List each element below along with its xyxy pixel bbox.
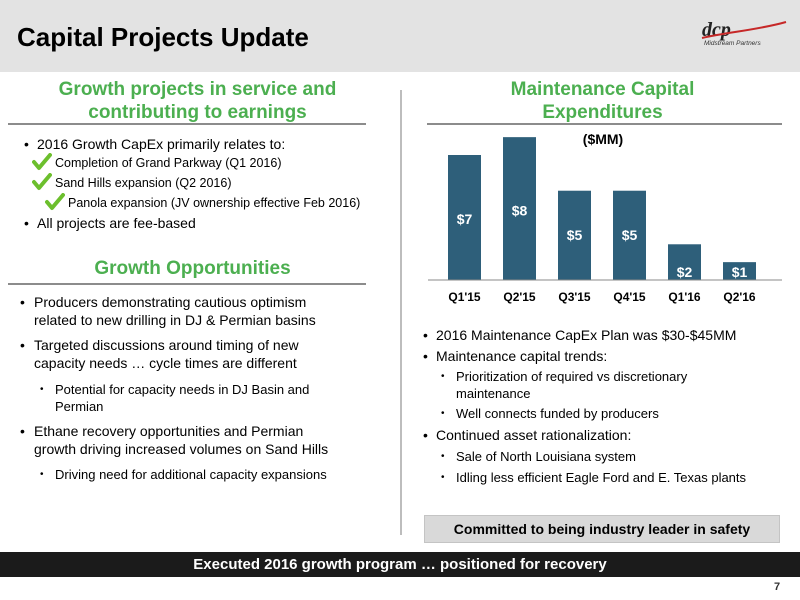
chart-bar xyxy=(613,190,646,280)
opportunity-bullet: • Producers demonstrating cautious optim… xyxy=(20,294,316,328)
column-divider xyxy=(400,90,402,535)
growth-heading-line-1: Growth projects in service and xyxy=(58,79,337,100)
growth-capex-bullet: • 2016 Growth CapEx primarily relates to: xyxy=(24,136,286,152)
chart-tick-label: Q1'16 xyxy=(668,290,701,304)
opportunity-bullet: • Targeted discussions around timing of … xyxy=(20,337,299,371)
chart-bar xyxy=(503,137,536,280)
footer-banner: Executed 2016 growth program … positione… xyxy=(0,552,800,577)
opportunity-sub-bullet: • Potential for capacity needs in DJ Bas… xyxy=(40,382,310,414)
chart-title: ($MM) xyxy=(583,131,623,147)
checkmark-icon xyxy=(45,193,65,210)
growth-projects-heading: Growth projects in service and contribut… xyxy=(10,78,385,124)
chart-bar xyxy=(668,244,701,280)
logo-swoosh-icon xyxy=(701,21,787,39)
chart-bar xyxy=(448,155,481,280)
growth-opportunities-heading: Growth Opportunities xyxy=(94,258,291,279)
safety-callout: Committed to being industry leader in sa… xyxy=(424,515,780,543)
maintenance-sub-bullet: • Well connects funded by producers xyxy=(441,406,659,421)
maintenance-bullet: • 2016 Maintenance CapEx Plan was $30-$45… xyxy=(423,327,737,343)
fee-based-bullet: • All projects are fee-based xyxy=(24,215,196,231)
chart-bar xyxy=(723,262,756,280)
checkmark-icon xyxy=(32,173,52,190)
maintenance-sub-bullet: • Sale of North Louisiana system xyxy=(441,449,636,464)
logo-subtitle: Midstream Partners xyxy=(704,40,761,47)
chart-data-label: $5 xyxy=(567,227,583,243)
chart-data-label: $7 xyxy=(457,211,473,227)
maintenance-bullet: • Maintenance capital trends: xyxy=(423,348,608,364)
page-title: Capital Projects Update xyxy=(17,22,309,52)
opportunity-bullet: • Ethane recovery opportunities and Perm… xyxy=(20,423,329,457)
opportunities-heading-rule xyxy=(8,283,366,285)
growth-heading-rule xyxy=(8,123,366,125)
chart-tick-label: Q2'15 xyxy=(503,290,536,304)
chart-data-label: $1 xyxy=(732,264,748,280)
growth-heading-line-2: contributing to earnings xyxy=(88,102,307,123)
checked-item: Completion of Grand Parkway (Q1 2016) xyxy=(55,156,282,170)
chart-tick-label: Q4'15 xyxy=(613,290,646,304)
maintenance-heading-line-1: Maintenance Capital xyxy=(510,79,695,100)
maintenance-sub-bullet: • Prioritization of required vs discreti… xyxy=(441,369,688,401)
maintenance-sub-bullet: • Idling less efficient Eagle Ford and E… xyxy=(441,470,747,485)
chart-bar xyxy=(558,190,591,280)
maintenance-heading-line-2: Expenditures xyxy=(542,102,663,123)
maintenance-capex-heading: Maintenance Capital Expenditures xyxy=(415,78,790,124)
chart-tick-label: Q2'16 xyxy=(723,290,756,304)
checked-item: Sand Hills expansion (Q2 2016) xyxy=(55,176,232,190)
maintenance-capex-chart: ($MM) $7 Q1'15 $8 Q2'15 $5 Q3'15 $5 Q4'15 $2 Q1'16… xyxy=(428,131,782,304)
maintenance-heading-rule xyxy=(427,123,782,125)
chart-tick-label: Q1'15 xyxy=(448,290,481,304)
dcp-logo: dcp Midstream Partners xyxy=(701,19,787,47)
maintenance-bullet: • Continued asset rationalization: xyxy=(423,427,632,443)
chart-data-label: $8 xyxy=(512,203,528,219)
chart-data-label: $2 xyxy=(677,264,693,280)
checked-item: Panola expansion (JV ownership effective… xyxy=(68,196,361,210)
checkmark-icon xyxy=(32,153,52,170)
page-number: 7 xyxy=(774,581,781,593)
chart-data-label: $5 xyxy=(622,227,638,243)
chart-tick-label: Q3'15 xyxy=(558,290,591,304)
header-bar xyxy=(0,0,800,72)
opportunity-sub-bullet: • Driving need for additional capacity e… xyxy=(40,467,327,482)
